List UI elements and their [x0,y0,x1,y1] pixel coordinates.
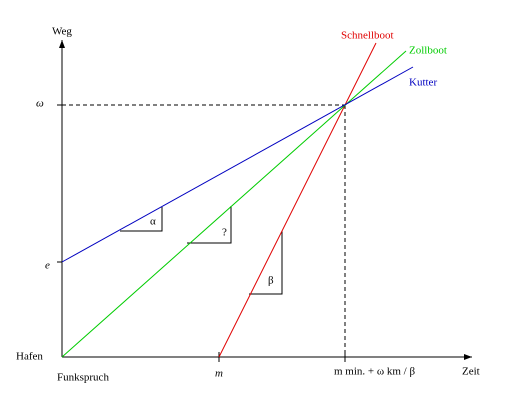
zollboot-line [61,50,407,358]
kutter-line [61,66,414,263]
line-label: Zollboot [409,45,447,57]
y-label: Hafen [16,351,43,363]
schnellboot-line [218,42,377,358]
x-axis-label: Zeit [462,366,480,378]
y-label: ω [36,98,44,110]
x-label: Funkspruch [57,372,109,384]
x-label: m [215,368,223,380]
angle-triangle [120,207,163,232]
angle-triangle [249,231,283,295]
angle-label: β [268,275,274,287]
line-label: Kutter [409,77,437,89]
line-label: Schnellboot [341,30,394,42]
angle-label: ? [222,227,227,239]
y-axis-label: Weg [52,26,72,38]
y-label: e [45,260,50,272]
angle-label: α [150,216,156,228]
angle-triangle [187,206,232,244]
x-label: m min. + ω km / β [334,366,415,378]
